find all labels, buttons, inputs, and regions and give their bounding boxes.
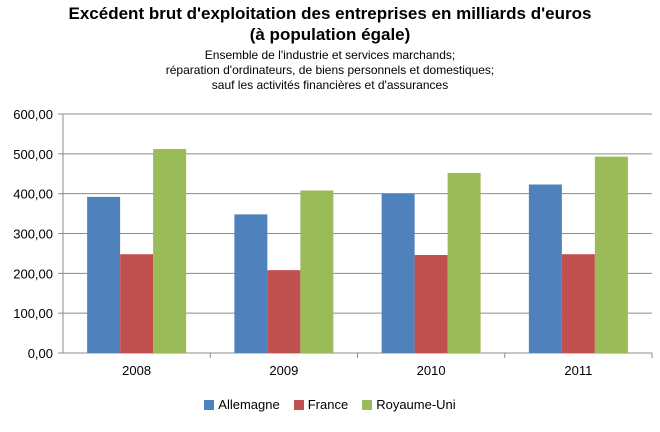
x-tick-label: 2010: [417, 363, 446, 378]
x-tick-label: 2011: [564, 363, 592, 378]
y-tick-label: 100,00: [13, 306, 53, 321]
legend-label-royaume-uni: Royaume-Uni: [376, 397, 456, 412]
y-tick-label: 300,00: [13, 227, 53, 242]
legend-item-allemagne: Allemagne: [204, 397, 280, 412]
chart-subtitle-line-1: Ensemble de l'industrie et services marc…: [204, 48, 456, 62]
chart-title-line-1: Excédent brut d'exploitation des entrepr…: [68, 4, 592, 23]
bar-allemagne-2009: [234, 214, 268, 353]
y-tick-label: 200,00: [13, 266, 53, 281]
bar-allemagne-2008: [87, 196, 121, 353]
bar-france-2008: [120, 254, 154, 353]
y-tick-label: 400,00: [13, 187, 53, 202]
y-tick-label: 600,00: [13, 107, 53, 122]
bar-allemagne-2010: [381, 193, 415, 353]
x-tick-label: 2009: [269, 363, 298, 378]
legend-swatch-allemagne: [204, 399, 215, 410]
x-tick-label: 2008: [122, 363, 151, 378]
bar-royaume-uni-2010: [447, 172, 481, 353]
legend: Allemagne France Royaume-Uni: [0, 397, 660, 412]
legend-item-royaume-uni: Royaume-Uni: [362, 397, 456, 412]
chart-subtitle-line-2: réparation d'ordinateurs, de biens perso…: [165, 63, 495, 77]
legend-swatch-france: [293, 399, 304, 410]
legend-swatch-royaume-uni: [362, 399, 373, 410]
y-tick-label: 0,00: [28, 346, 53, 361]
legend-item-france: France: [293, 397, 349, 412]
legend-label-france: France: [307, 397, 349, 412]
bar-france-2009: [267, 270, 301, 353]
chart-title-line-2: (à population égale): [249, 25, 411, 44]
bar-allemagne-2011: [528, 184, 562, 353]
chart-subtitle-line-3: sauf les activités financières et d'assu…: [211, 78, 449, 92]
bar-france-2011: [561, 254, 595, 353]
legend-label-allemagne: Allemagne: [218, 397, 280, 412]
bar-royaume-uni-2009: [300, 190, 334, 353]
bar-france-2010: [414, 255, 448, 353]
bar-royaume-uni-2011: [594, 156, 628, 353]
y-tick-label: 500,00: [13, 147, 53, 162]
bar-royaume-uni-2008: [153, 149, 187, 353]
